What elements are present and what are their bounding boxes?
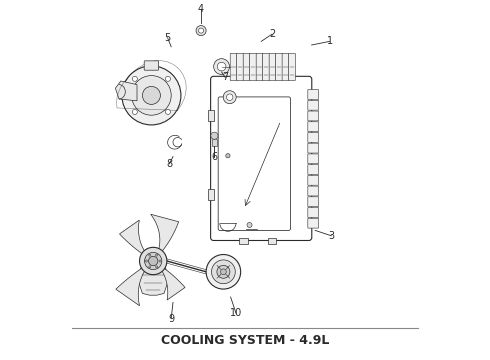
Circle shape — [223, 91, 236, 104]
Circle shape — [217, 62, 226, 71]
Circle shape — [148, 256, 158, 266]
FancyBboxPatch shape — [237, 53, 244, 81]
Polygon shape — [139, 268, 168, 295]
Text: 6: 6 — [211, 152, 218, 162]
FancyBboxPatch shape — [144, 61, 159, 70]
Circle shape — [155, 254, 158, 256]
FancyBboxPatch shape — [308, 154, 319, 164]
Circle shape — [155, 266, 158, 268]
Text: 10: 10 — [230, 308, 242, 318]
Text: 5: 5 — [165, 33, 171, 43]
FancyBboxPatch shape — [308, 186, 319, 196]
Text: COOLING SYSTEM - 4.9L: COOLING SYSTEM - 4.9L — [161, 334, 329, 347]
Bar — [208, 110, 214, 121]
FancyBboxPatch shape — [308, 197, 319, 207]
Circle shape — [226, 94, 233, 100]
FancyBboxPatch shape — [308, 100, 319, 110]
Text: 1: 1 — [326, 36, 333, 46]
Circle shape — [122, 66, 181, 125]
Text: 7: 7 — [222, 72, 228, 82]
Circle shape — [198, 28, 204, 33]
Text: 4: 4 — [198, 4, 204, 14]
FancyBboxPatch shape — [275, 53, 282, 81]
Circle shape — [226, 153, 230, 158]
FancyBboxPatch shape — [308, 122, 319, 132]
Polygon shape — [116, 81, 137, 101]
Circle shape — [140, 247, 167, 275]
FancyBboxPatch shape — [282, 53, 289, 81]
Circle shape — [143, 86, 160, 104]
Circle shape — [145, 260, 147, 262]
Text: 2: 2 — [269, 29, 275, 39]
FancyBboxPatch shape — [211, 76, 312, 240]
Circle shape — [214, 59, 229, 75]
Circle shape — [145, 252, 162, 270]
Text: 9: 9 — [168, 314, 174, 324]
Circle shape — [217, 265, 230, 278]
Circle shape — [148, 254, 151, 256]
Bar — [268, 238, 276, 244]
FancyBboxPatch shape — [308, 90, 319, 99]
FancyBboxPatch shape — [308, 207, 319, 217]
FancyBboxPatch shape — [250, 53, 256, 81]
Circle shape — [132, 109, 137, 114]
Text: 8: 8 — [166, 159, 172, 169]
Circle shape — [148, 266, 151, 268]
FancyBboxPatch shape — [308, 132, 319, 142]
Bar — [239, 238, 247, 244]
Polygon shape — [116, 267, 146, 306]
Circle shape — [206, 255, 241, 289]
FancyBboxPatch shape — [308, 218, 319, 228]
Circle shape — [247, 222, 252, 228]
Circle shape — [159, 260, 161, 262]
FancyBboxPatch shape — [289, 53, 295, 81]
Circle shape — [196, 26, 206, 36]
Bar — [212, 139, 217, 146]
FancyBboxPatch shape — [263, 53, 270, 81]
FancyBboxPatch shape — [243, 53, 250, 81]
Polygon shape — [120, 220, 146, 255]
FancyBboxPatch shape — [269, 53, 276, 81]
Polygon shape — [161, 267, 185, 300]
FancyBboxPatch shape — [256, 53, 263, 81]
Circle shape — [132, 76, 137, 81]
Text: 3: 3 — [328, 231, 335, 241]
Circle shape — [211, 132, 218, 139]
Circle shape — [166, 76, 171, 81]
FancyBboxPatch shape — [308, 175, 319, 185]
Circle shape — [220, 269, 226, 275]
FancyBboxPatch shape — [218, 97, 291, 230]
FancyBboxPatch shape — [308, 111, 319, 121]
FancyBboxPatch shape — [230, 53, 237, 81]
Circle shape — [212, 260, 235, 284]
Bar — [208, 189, 214, 200]
Circle shape — [132, 76, 171, 115]
Circle shape — [166, 109, 171, 114]
FancyBboxPatch shape — [308, 143, 319, 153]
Polygon shape — [151, 214, 179, 253]
FancyBboxPatch shape — [308, 165, 319, 175]
